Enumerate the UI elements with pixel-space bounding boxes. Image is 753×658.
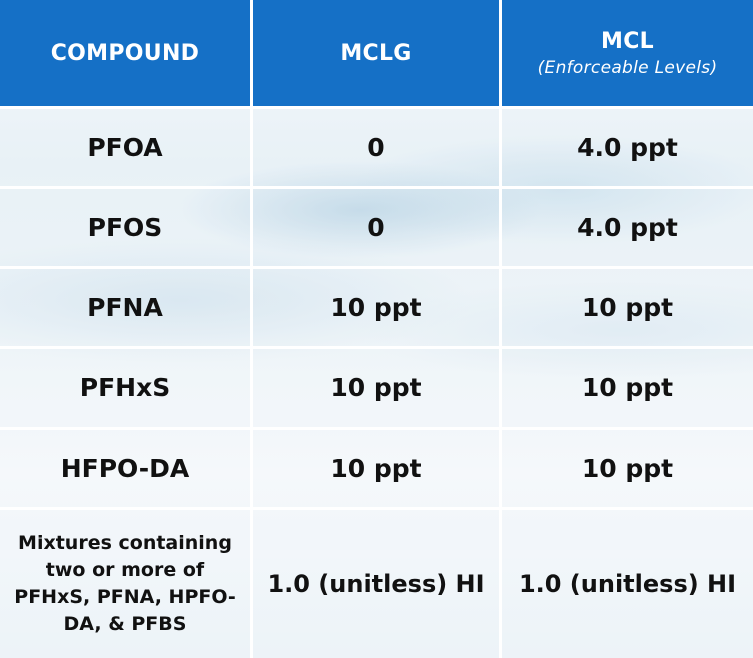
cell-compound: HFPO-DA [0, 429, 253, 510]
cell-mclg: 0 [253, 189, 502, 270]
cell-mclg: 10 ppt [253, 349, 502, 430]
cell-mcl: 4.0 ppt [502, 189, 753, 270]
header-compound: COMPOUND [0, 0, 253, 109]
cell-mclg: 10 ppt [253, 429, 502, 510]
cell-compound: PFHxS [0, 349, 253, 430]
table-row: PFOA 0 4.0 ppt [0, 109, 753, 190]
cell-compound: PFNA [0, 269, 253, 350]
table-row: PFHxS 10 ppt 10 ppt [0, 349, 753, 430]
cell-mclg: 0 [253, 109, 502, 190]
table-row: PFOS 0 4.0 ppt [0, 189, 753, 270]
header-mcl-subtitle: (Enforceable Levels) [537, 57, 718, 78]
cell-mcl: 1.0 (unitless) HI [502, 509, 753, 658]
table-row: HFPO-DA 10 ppt 10 ppt [0, 429, 753, 510]
cell-compound: PFOA [0, 109, 253, 190]
cell-compound: PFOS [0, 189, 253, 270]
cell-mcl: 10 ppt [502, 349, 753, 430]
cell-mcl: 4.0 ppt [502, 109, 753, 190]
cell-compound: Mixtures containing two or more of PFHxS… [0, 509, 253, 658]
cell-mcl: 10 ppt [502, 429, 753, 510]
table-row: PFNA 10 ppt 10 ppt [0, 269, 753, 350]
table-row: Mixtures containing two or more of PFHxS… [0, 509, 753, 658]
header-mcl: MCL (Enforceable Levels) [502, 0, 753, 109]
header-row: COMPOUND MCLG MCL (Enforceable Levels) [0, 0, 753, 109]
header-mclg: MCLG [253, 0, 502, 109]
cell-mcl: 10 ppt [502, 269, 753, 350]
cell-mclg: 10 ppt [253, 269, 502, 350]
cell-mclg: 1.0 (unitless) HI [253, 509, 502, 658]
header-mcl-label: MCL [601, 28, 654, 54]
